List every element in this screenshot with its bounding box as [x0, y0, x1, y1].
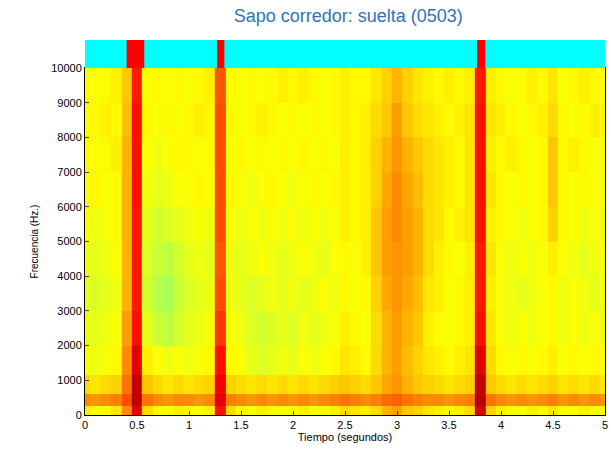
svg-text:2000: 2000	[57, 339, 81, 351]
svg-text:4: 4	[498, 419, 504, 431]
svg-text:4.5: 4.5	[545, 419, 560, 431]
svg-text:5000: 5000	[57, 235, 81, 247]
svg-text:1.5: 1.5	[233, 419, 248, 431]
svg-text:3: 3	[394, 419, 400, 431]
svg-text:2: 2	[290, 419, 296, 431]
svg-text:Frecuencia (Hz.): Frecuencia (Hz.)	[29, 205, 40, 279]
svg-text:10000: 10000	[51, 62, 82, 74]
svg-text:5: 5	[602, 419, 608, 431]
svg-text:0: 0	[76, 409, 82, 421]
svg-text:3000: 3000	[57, 305, 81, 317]
svg-text:8000: 8000	[57, 131, 81, 143]
svg-text:1000: 1000	[57, 374, 81, 386]
svg-text:3.5: 3.5	[441, 419, 456, 431]
svg-text:2.5: 2.5	[337, 419, 352, 431]
svg-text:4000: 4000	[57, 270, 81, 282]
svg-text:6000: 6000	[57, 201, 81, 213]
svg-text:1: 1	[186, 419, 192, 431]
svg-text:7000: 7000	[57, 166, 81, 178]
svg-text:9000: 9000	[57, 97, 81, 109]
svg-text:0: 0	[82, 419, 88, 431]
svg-text:Tiempo (segundos): Tiempo (segundos)	[298, 431, 392, 443]
svg-text:Sapo corredor: suelta (0503): Sapo corredor: suelta (0503)	[234, 6, 463, 26]
svg-text:0.5: 0.5	[129, 419, 144, 431]
